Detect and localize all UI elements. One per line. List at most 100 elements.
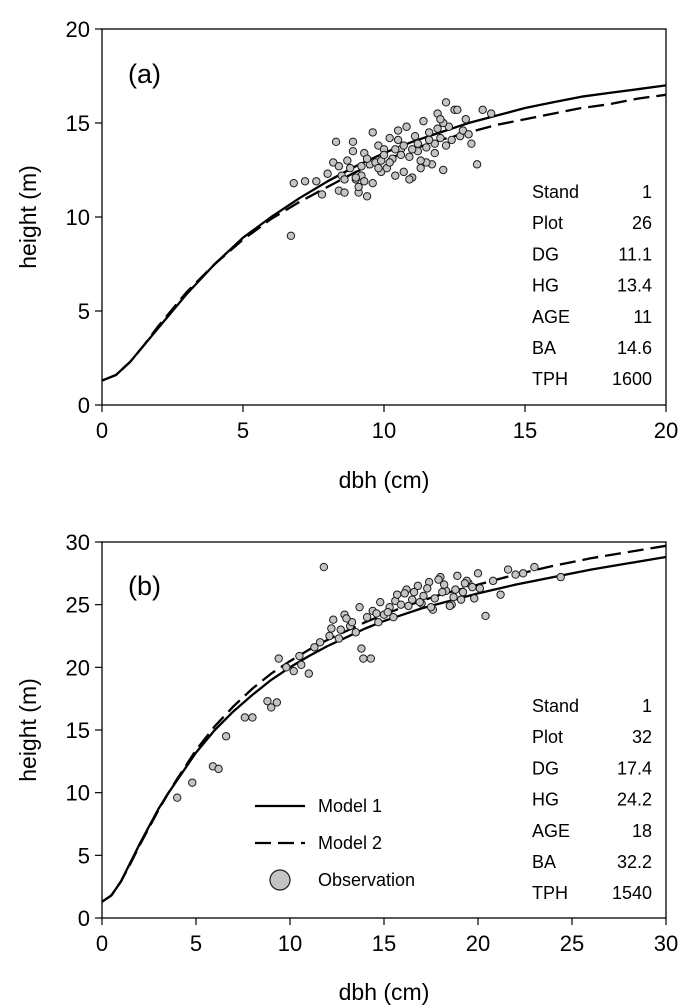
- observation-point: [368, 128, 377, 137]
- observation-point: [351, 173, 360, 182]
- observation-point: [385, 158, 394, 167]
- observation-point: [334, 634, 344, 643]
- observation-point: [404, 601, 413, 611]
- observation-point: [402, 122, 411, 131]
- observation-point: [530, 562, 539, 572]
- observation-point: [413, 139, 423, 148]
- observation-point: [214, 764, 223, 774]
- observation-point: [263, 696, 272, 706]
- stat-value: 18: [632, 821, 652, 841]
- model-2-curve: [102, 93, 666, 382]
- observation-point: [327, 624, 336, 633]
- observation-point: [304, 669, 313, 678]
- x-tick-label: 0: [96, 931, 108, 956]
- observation-point: [449, 592, 458, 602]
- stat-label: Stand: [532, 696, 579, 716]
- stat-label: DG: [532, 244, 559, 264]
- observation-point: [392, 590, 402, 599]
- y-tick-label: 5: [78, 843, 90, 868]
- observation-point: [366, 654, 376, 663]
- stat-value: 32.2: [617, 852, 652, 872]
- observation-point: [248, 713, 257, 722]
- observation-point: [441, 141, 451, 150]
- x-tick-label: 5: [237, 418, 249, 443]
- y-tick-label: 0: [78, 906, 90, 931]
- observation-point: [315, 638, 325, 647]
- observation-point: [486, 109, 496, 118]
- observation-point: [441, 98, 451, 107]
- observation-point: [413, 581, 423, 591]
- stat-label: TPH: [532, 883, 568, 903]
- observation-point: [400, 589, 409, 598]
- x-tick-label: 10: [372, 418, 396, 443]
- observation-point: [518, 569, 528, 578]
- x-axis-label: dbh (cm): [339, 467, 430, 493]
- observation-point: [340, 175, 349, 184]
- panel-label: (a): [128, 59, 161, 89]
- legend-label: Observation: [318, 870, 415, 890]
- observation-point: [372, 609, 381, 618]
- observation-point: [496, 590, 505, 599]
- y-tick-label: 25: [66, 593, 90, 618]
- observation-point: [342, 614, 351, 623]
- observation-point: [475, 584, 485, 593]
- legend-label: Model 1: [318, 796, 382, 816]
- model-2-curve: [102, 544, 666, 903]
- observation-point: [423, 584, 432, 593]
- observation-point: [357, 644, 366, 653]
- x-tick-label: 5: [190, 931, 202, 956]
- y-axis-label: height (m): [15, 678, 41, 782]
- observation-point: [503, 565, 513, 574]
- observation-point: [460, 579, 470, 588]
- observation-point: [468, 582, 477, 592]
- y-tick-label: 20: [66, 17, 90, 42]
- stat-value: 1540: [612, 883, 652, 903]
- observation-point: [556, 572, 565, 582]
- observation-point: [416, 156, 425, 165]
- observation-point: [329, 158, 338, 167]
- observation-point: [408, 595, 417, 604]
- stat-value: 14.6: [617, 338, 652, 358]
- observation-point: [310, 643, 319, 652]
- observation-point: [415, 597, 424, 607]
- observation-point: [436, 133, 445, 143]
- stat-label: BA: [532, 338, 556, 358]
- plot-frame: [101, 28, 667, 406]
- observation-point: [470, 594, 479, 603]
- observation-point: [478, 105, 487, 115]
- observation-point: [453, 571, 462, 581]
- observation-point: [374, 141, 383, 150]
- observation-point: [289, 666, 298, 676]
- observation-point: [405, 152, 414, 162]
- observation-point: [336, 625, 345, 634]
- y-tick-label: 5: [78, 299, 90, 324]
- y-tick-label: 10: [66, 781, 90, 806]
- model-1-curve: [102, 84, 666, 382]
- observation-point: [444, 122, 454, 131]
- observation-point: [347, 618, 357, 627]
- observation-point: [325, 631, 334, 641]
- observation-point: [424, 128, 434, 137]
- plot-area: [102, 544, 666, 903]
- stat-value: 11: [633, 307, 652, 327]
- observation-point: [405, 175, 414, 184]
- observation-point: [348, 137, 358, 147]
- observation-point: [334, 162, 344, 171]
- observation-point: [354, 182, 363, 192]
- observation-point: [438, 587, 447, 597]
- observation-point: [295, 651, 304, 661]
- observation-point: [436, 115, 445, 124]
- observation-point: [426, 602, 436, 612]
- observation-point: [360, 177, 369, 186]
- observation-point: [408, 145, 417, 154]
- x-tick-label: 15: [513, 418, 537, 443]
- stat-value: 13.4: [617, 276, 652, 296]
- stat-label: AGE: [532, 307, 570, 327]
- x-tick-label: 20: [466, 931, 490, 956]
- observation-point: [357, 162, 366, 171]
- observation-point: [329, 615, 338, 624]
- observation-point: [345, 163, 355, 173]
- plot-area: [102, 84, 666, 382]
- observation-point: [467, 139, 476, 148]
- stat-value: 32: [632, 727, 652, 747]
